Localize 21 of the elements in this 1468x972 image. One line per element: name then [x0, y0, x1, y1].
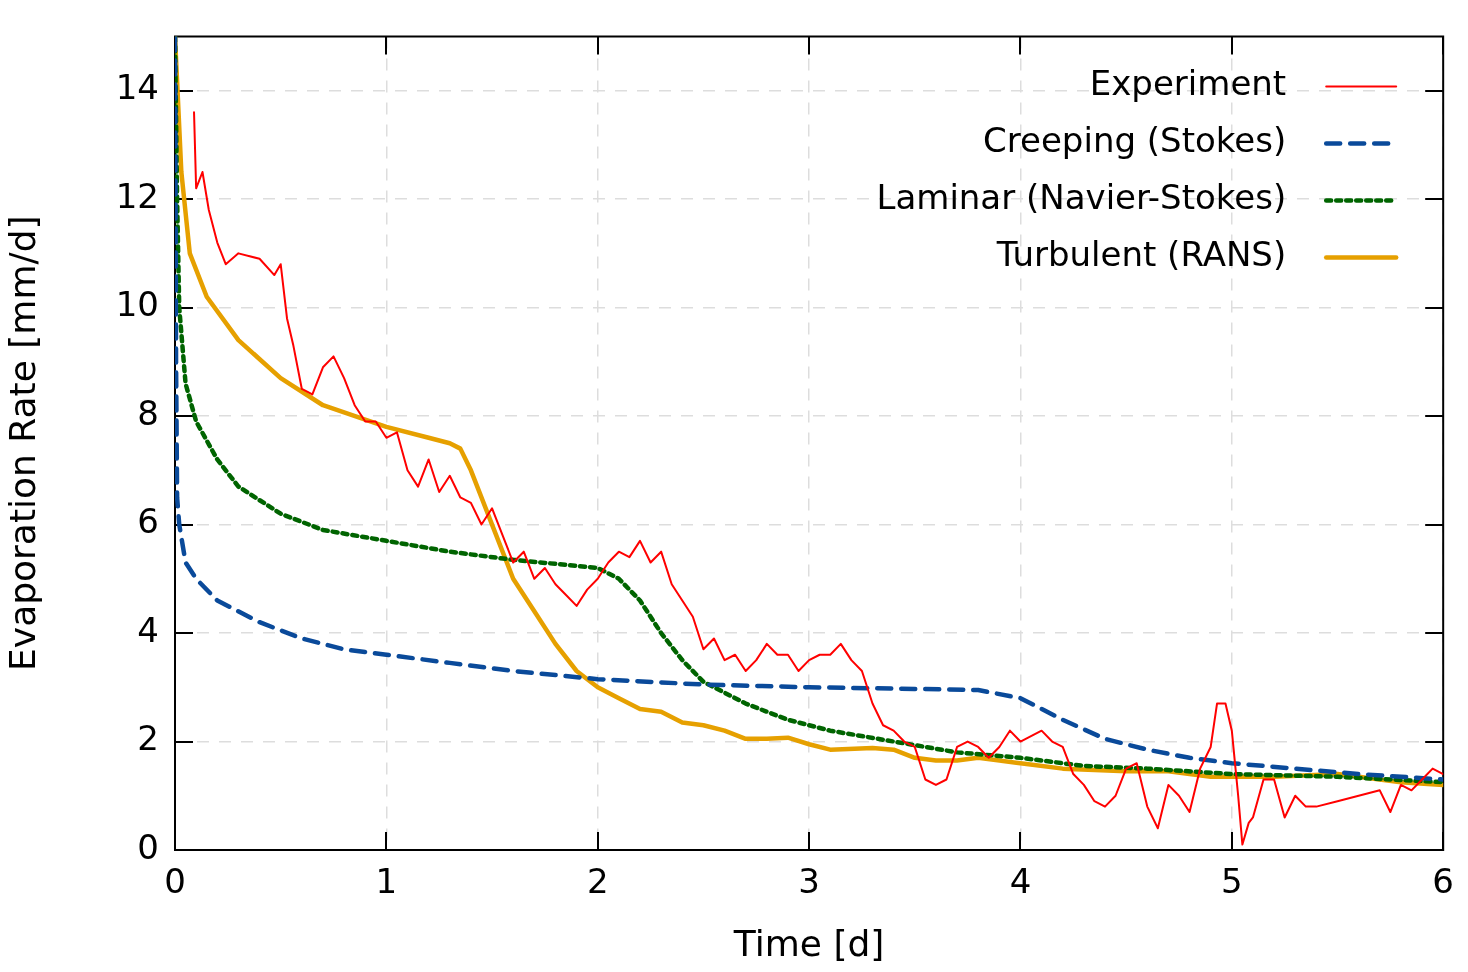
legend-label: Turbulent (RANS): [995, 234, 1287, 275]
y-tick-label: 6: [137, 501, 159, 542]
y-tick-label: 10: [115, 284, 159, 325]
x-tick-label: 5: [1221, 861, 1243, 902]
legend-label: Creeping (Stokes): [983, 120, 1287, 161]
x-tick-label: 1: [375, 861, 398, 902]
x-tick-label: 4: [1009, 861, 1032, 902]
y-tick-label: 12: [115, 175, 159, 216]
x-tick-label: 6: [1432, 861, 1454, 902]
x-tick-label: 0: [164, 861, 186, 902]
y-tick-label: 14: [115, 67, 159, 108]
y-tick-label: 2: [137, 718, 159, 759]
y-tick-label: 0: [137, 826, 159, 867]
legend-label: Laminar (Navier-Stokes): [876, 177, 1287, 218]
y-tick-label: 4: [137, 609, 159, 650]
x-tick-label: 2: [586, 861, 609, 902]
y-tick-label: 8: [137, 392, 159, 433]
legend-label: Experiment: [1089, 63, 1287, 104]
x-tick-label: 3: [798, 861, 820, 902]
x-axis-title: Time [d]: [732, 922, 885, 964]
y-axis-title: Evaporation Rate [mm/d]: [1, 215, 43, 671]
